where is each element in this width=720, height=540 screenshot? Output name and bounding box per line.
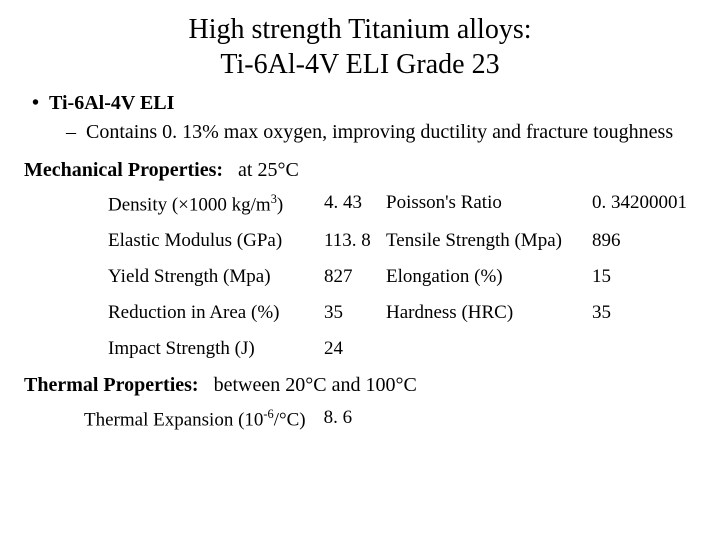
bullet-marker: •: [32, 92, 39, 115]
bullet-text: Ti-6Al-4V ELI: [49, 92, 174, 115]
title-line-2: Ti-6Al-4V ELI Grade 23: [24, 47, 696, 82]
prop-name: Reduction in Area (%): [108, 302, 318, 324]
thermal-property-row: Thermal Expansion (10-6/°C) 8. 6: [84, 407, 696, 431]
prop-value: 113. 8: [324, 230, 380, 252]
prop-value: 896: [592, 230, 692, 252]
bullet-level-1: • Ti-6Al-4V ELI: [32, 92, 696, 115]
mechanical-header: Mechanical Properties: at 25°C: [24, 159, 696, 182]
thermal-header: Thermal Properties: between 20°C and 100…: [24, 374, 696, 397]
title-block: High strength Titanium alloys: Ti-6Al-4V…: [24, 12, 696, 82]
prop-name: Density (×1000 kg/m3): [108, 192, 318, 216]
thermal-condition: between 20°C and 100°C: [214, 374, 417, 396]
prop-value: 8. 6: [324, 407, 353, 431]
prop-value: 24: [324, 338, 380, 360]
prop-value: 827: [324, 266, 380, 288]
prop-name: Yield Strength (Mpa): [108, 266, 318, 288]
bullet-level-2: – Contains 0. 13% max oxygen, improving …: [66, 119, 696, 145]
prop-value: 35: [324, 302, 380, 324]
bullet-text: Contains 0. 13% max oxygen, improving du…: [86, 119, 673, 145]
prop-name: Tensile Strength (Mpa): [386, 230, 586, 252]
thermal-label: Thermal Properties:: [24, 374, 199, 396]
prop-value: 15: [592, 266, 692, 288]
prop-name: Hardness (HRC): [386, 302, 586, 324]
prop-value: 0. 34200001: [592, 192, 692, 216]
title-line-1: High strength Titanium alloys:: [24, 12, 696, 47]
prop-name: Elongation (%): [386, 266, 586, 288]
bullet-marker: –: [66, 119, 76, 145]
prop-value: 4. 43: [324, 192, 380, 216]
prop-value: 35: [592, 302, 692, 324]
prop-name: [386, 338, 586, 360]
mechanical-properties-table: Density (×1000 kg/m3) 4. 43 Poisson's Ra…: [108, 192, 696, 360]
prop-value: [592, 338, 692, 360]
prop-name: Impact Strength (J): [108, 338, 318, 360]
prop-name: Thermal Expansion (10-6/°C): [84, 407, 306, 431]
mechanical-label: Mechanical Properties:: [24, 159, 223, 181]
prop-name: Elastic Modulus (GPa): [108, 230, 318, 252]
prop-name: Poisson's Ratio: [386, 192, 586, 216]
mechanical-condition: at 25°C: [238, 159, 299, 181]
bullet-section: • Ti-6Al-4V ELI – Contains 0. 13% max ox…: [24, 92, 696, 145]
